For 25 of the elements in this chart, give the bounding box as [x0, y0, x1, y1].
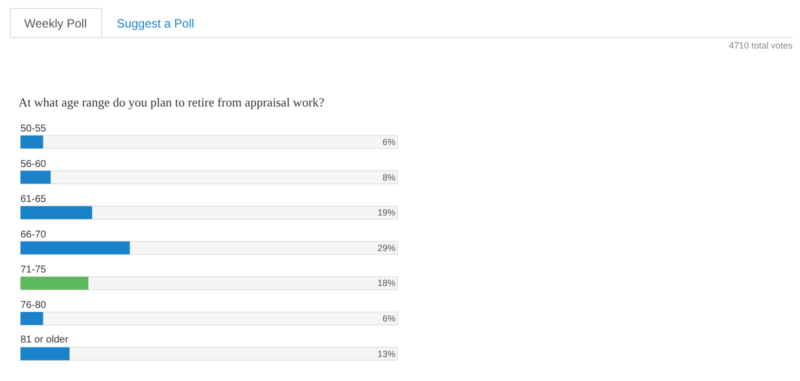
data-label: 6%: [382, 137, 396, 147]
data-label: 13%: [377, 348, 396, 359]
y-tick-label: 81 or older: [20, 334, 69, 346]
data-label: 6%: [382, 314, 396, 324]
bar: [20, 136, 44, 148]
y-tick-label: 76-80: [20, 300, 47, 311]
bar: [20, 276, 88, 290]
y-tick-label: 66-70: [20, 229, 47, 240]
text: Suggest a Poll: [116, 16, 194, 30]
data-label: 19%: [377, 208, 396, 218]
bar: [20, 312, 44, 325]
data-label: 18%: [377, 278, 396, 288]
y-tick-label: 61-65: [20, 194, 47, 206]
chart-title: At what age range do you plan to retire from appraisal work?: [18, 96, 325, 110]
data-label: 29%: [377, 242, 396, 253]
bar: [20, 347, 70, 360]
bar: [20, 206, 92, 220]
bar: [20, 241, 130, 254]
bar: [20, 170, 51, 184]
text: Weekly Poll: [24, 16, 87, 30]
data-label: 8%: [382, 172, 396, 182]
y-tick-label: 50-55: [20, 124, 47, 134]
y-tick-label: 56-60: [20, 158, 47, 170]
text: 4710 total votes: [728, 40, 793, 50]
y-tick-label: 71-75: [20, 264, 47, 276]
